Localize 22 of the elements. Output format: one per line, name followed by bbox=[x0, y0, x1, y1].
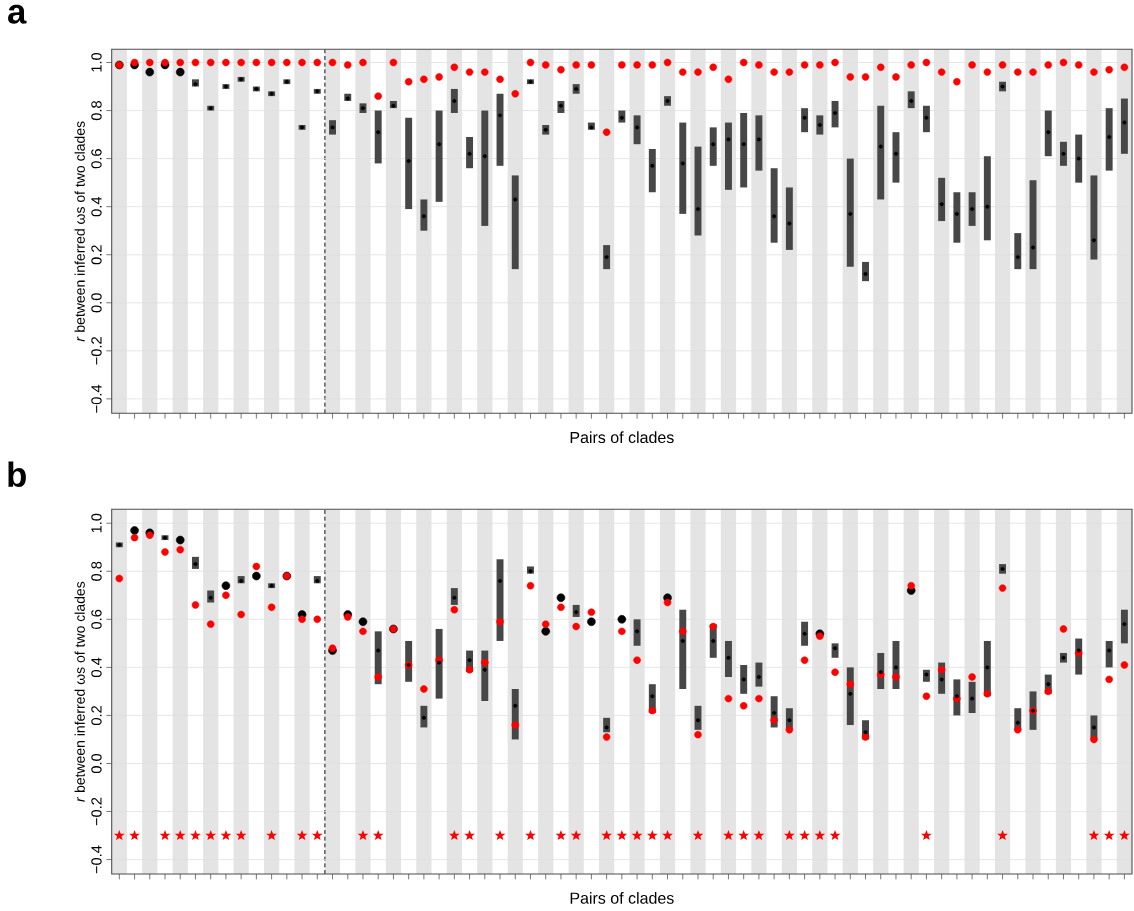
y-tick-label: −0.2 bbox=[91, 797, 102, 826]
y-axis-title: r between inferred ωs of two clades bbox=[74, 121, 85, 342]
x-axis-title: Pairs of clades bbox=[570, 431, 674, 444]
y-tick-label: 0.2 bbox=[91, 245, 102, 265]
y-tick-label: 0.0 bbox=[91, 293, 102, 313]
y-tick-label: 0.8 bbox=[91, 561, 102, 581]
y-tick-label: 0.2 bbox=[91, 705, 102, 726]
y-tick-label: −0.2 bbox=[91, 337, 102, 365]
y-tick-label: 0.0 bbox=[91, 753, 102, 774]
y-tick-label: 0.6 bbox=[91, 149, 102, 169]
y-tick-label: 0.6 bbox=[91, 609, 102, 629]
x-axis-title: Pairs of clades bbox=[570, 892, 674, 904]
y-tick-label: −0.4 bbox=[91, 845, 102, 874]
chart-title: b bbox=[8, 461, 26, 488]
y-tick-label: −0.4 bbox=[91, 384, 102, 413]
y-axis-title: r between inferred ωs of two clades bbox=[74, 581, 85, 802]
y-tick-label: 1.0 bbox=[91, 513, 102, 533]
y-tick-label: 1.0 bbox=[91, 52, 102, 72]
y-tick-label: 0.4 bbox=[91, 657, 102, 678]
chart-title: a bbox=[8, 4, 27, 24]
y-tick-label: 0.8 bbox=[91, 101, 102, 121]
y-tick-label: 0.4 bbox=[91, 196, 102, 217]
